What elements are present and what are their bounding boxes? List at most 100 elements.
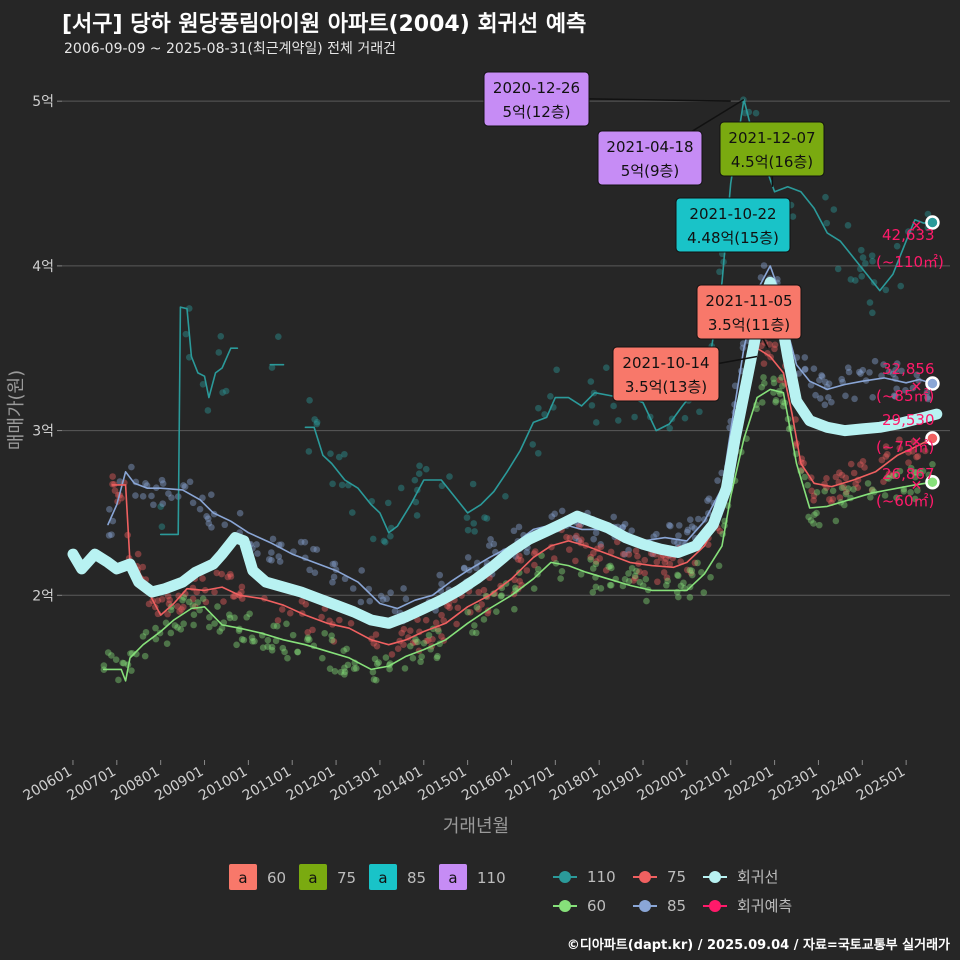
scatter-point-110	[397, 484, 405, 492]
scatter-point-60	[841, 501, 848, 509]
scatter-point-110	[469, 480, 477, 488]
scatter-point-85	[845, 368, 853, 376]
legend-series-dot	[709, 871, 721, 883]
scatter-point-60	[283, 620, 290, 628]
scatter-point-60	[196, 606, 203, 614]
x-tick-label: 200601	[21, 764, 75, 805]
scatter-point-110	[219, 389, 226, 396]
scatter-point-85	[269, 535, 277, 543]
scatter-point-75	[423, 637, 430, 645]
prediction-cross: ✕	[911, 219, 923, 235]
scatter-point-60	[434, 652, 441, 660]
scatter-point-75	[175, 592, 182, 600]
scatter-point-60	[864, 480, 872, 487]
prediction-marker	[925, 376, 940, 391]
scatter-point-60	[353, 665, 360, 672]
scatter-point-85	[437, 587, 445, 594]
scatter-point-85	[331, 560, 339, 568]
scatter-point-85	[460, 565, 468, 572]
scatter-point-110	[416, 462, 423, 470]
scatter-point-110	[666, 424, 674, 432]
scatter-point-75	[330, 638, 338, 645]
scatter-point-60	[205, 623, 213, 631]
scatter-point-60	[896, 467, 904, 475]
scatter-point-75	[158, 596, 166, 603]
scatter-point-110	[384, 499, 392, 507]
scatter-point-75	[657, 554, 665, 561]
scatter-point-60	[272, 637, 280, 645]
scatter-point-60	[686, 566, 694, 574]
scatter-point-60	[807, 517, 815, 524]
scatter-point-60	[240, 636, 248, 644]
scatter-point-75	[229, 593, 237, 600]
scatter-point-85	[464, 554, 472, 561]
legend-label-name: 110	[477, 869, 506, 887]
x-tick-label: 200701	[65, 764, 119, 805]
scatter-point-75	[913, 453, 920, 461]
scatter-point-85	[275, 553, 283, 560]
scatter-point-60	[108, 652, 115, 659]
scatter-point-60	[189, 602, 197, 609]
legend-label-glyph: a	[448, 869, 457, 887]
scatter-point-75	[854, 484, 862, 491]
scatter-point-75	[850, 469, 858, 477]
scatter-point-60	[867, 493, 874, 501]
scatter-point-60	[811, 511, 818, 518]
scatter-point-75	[425, 637, 432, 644]
scatter-point-85	[297, 538, 305, 546]
scatter-point-75	[861, 464, 868, 471]
scatter-point-60	[608, 564, 615, 572]
scatter-point-75	[641, 556, 649, 564]
annotation-value: 5억(12층)	[503, 103, 571, 121]
scatter-point-85	[400, 585, 407, 592]
scatter-point-75	[398, 629, 405, 637]
scatter-point-110	[844, 222, 852, 229]
scatter-point-60	[472, 629, 480, 637]
scatter-point-60	[268, 643, 276, 651]
series-line-60	[102, 388, 934, 682]
legend-label-box: a 85	[369, 864, 426, 890]
scatter-point-60	[686, 594, 694, 601]
legend-series-dot	[559, 900, 571, 912]
scatter-point-85	[851, 395, 858, 403]
scatter-point-75	[852, 480, 859, 488]
scatter-point-75	[619, 550, 627, 558]
scatter-point-85	[625, 546, 632, 554]
scatter-point-60	[770, 375, 777, 383]
scatter-point-60	[264, 636, 272, 644]
scatter-point-75	[687, 569, 695, 577]
scatter-point-75	[326, 617, 333, 625]
scatter-point-110	[157, 503, 165, 510]
scatter-point-110	[852, 277, 859, 284]
scatter-point-110	[789, 213, 797, 220]
scatter-point-60	[607, 581, 615, 589]
scatter-point-85	[150, 501, 157, 509]
prediction-value: 26,867	[882, 465, 935, 483]
scatter-point-75	[882, 453, 890, 460]
scatter-point-110	[529, 441, 537, 448]
scatter-point-85	[891, 393, 899, 400]
scatter-point-60	[642, 575, 650, 583]
scatter-point-60	[407, 642, 414, 650]
scatter-point-75	[523, 567, 531, 574]
scatter-point-75	[189, 595, 197, 603]
scatter-point-60	[304, 636, 311, 643]
scatter-point-110	[341, 450, 348, 458]
annotation-label: 2021-10-14 3.5억(13층)	[612, 346, 758, 402]
scatter-point-85	[909, 384, 917, 392]
scatter-point-60	[587, 556, 594, 563]
scatter-point-75	[278, 606, 286, 613]
scatter-point-60	[480, 616, 488, 623]
y-tick-label: 5억	[32, 94, 54, 110]
scatter-point-85	[828, 398, 835, 406]
scatter-point-85	[801, 354, 809, 361]
scatter-point-60	[911, 495, 919, 503]
scatter-point-85	[490, 540, 498, 548]
scatter-point-110	[268, 364, 276, 371]
scatter-point-60	[707, 573, 714, 581]
scatter-point-85	[807, 381, 815, 389]
scatter-point-75	[577, 536, 585, 543]
scatter-point-75	[400, 625, 408, 633]
scatter-point-85	[159, 480, 167, 487]
scatter-point-75	[632, 574, 639, 582]
